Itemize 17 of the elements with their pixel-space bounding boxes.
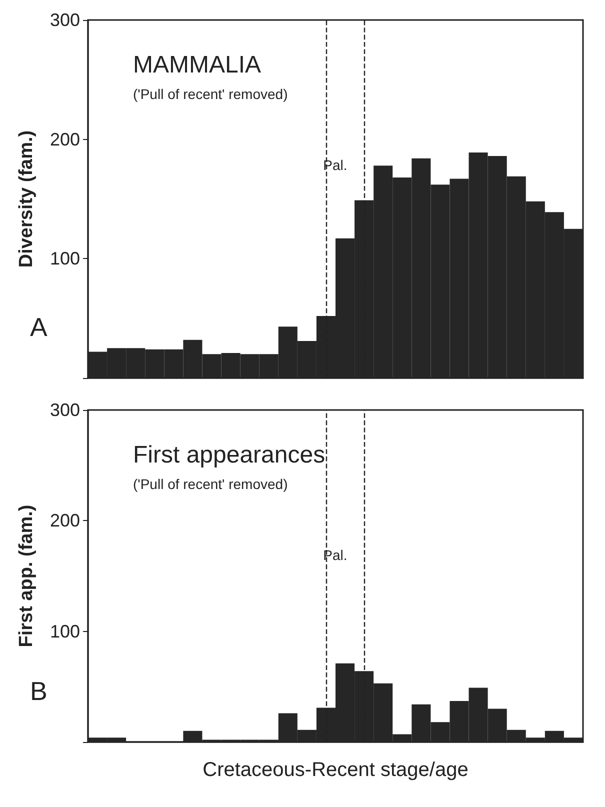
- y-axis-title: First app. (fam.): [16, 504, 37, 648]
- annotation: Pal.: [323, 547, 348, 563]
- text: A: [30, 312, 48, 342]
- text: First appearances: [133, 442, 326, 468]
- text: ('Pull of recent' removed): [133, 86, 288, 102]
- y-tick-label: 100: [50, 621, 80, 642]
- y-axis-title: Diversity (fam.): [16, 130, 37, 268]
- text: MAMMALIA: [133, 52, 262, 78]
- annotation: Pal.: [323, 157, 348, 173]
- y-tick-label: 300: [50, 10, 80, 30]
- y-tick-label: 200: [50, 510, 80, 531]
- text: B: [30, 676, 48, 706]
- y-tick-label: 200: [50, 129, 80, 150]
- y-tick-label: 100: [50, 248, 80, 269]
- x-axis-title: Cretaceous-Recent stage/age: [202, 759, 468, 781]
- text: ('Pull of recent' removed): [133, 476, 288, 492]
- y-tick-label: 300: [50, 400, 80, 420]
